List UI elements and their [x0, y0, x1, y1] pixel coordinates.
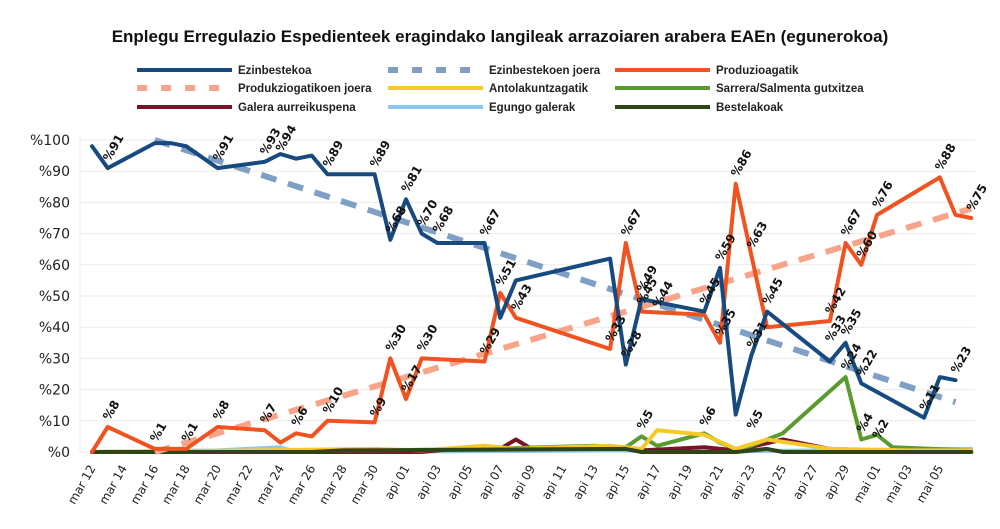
data-label-ezinbestekoa: %89 [320, 138, 346, 170]
x-tick-label: api 05 [445, 463, 476, 502]
legend-item-galera-aurreikuspena: Galera aurreikuspena [137, 102, 356, 114]
legend-item-produzioagatik: Produzioagatik [615, 65, 799, 77]
y-tick-label: %50 [39, 289, 70, 305]
legend-item-produkziogatikoen-joera: Produkziogatikoen joera [137, 83, 372, 95]
x-tick-label: api 17 [633, 463, 664, 502]
x-tick-label: api 13 [570, 463, 601, 502]
legend-item-egungo-galerak: Egungo galerak [388, 102, 576, 114]
data-label-produzioagatik: %88 [932, 141, 958, 173]
legend-item-ezinbestekoa: Ezinbestekoa [137, 65, 312, 77]
legend-label: Produzioagatik [716, 65, 799, 77]
legend: Ezinbestekoa Ezinbestekoen joera Produzioa… [137, 65, 864, 114]
data-label-produzioagatik: %29 [477, 325, 503, 357]
legend-label: Sarrera/Salmenta gutxitzea [716, 83, 864, 95]
legend-item-sarrera-salmenta-gutxitzea: Sarrera/Salmenta gutxitzea [615, 83, 864, 95]
data-label-ezinbestekoa: %59 [712, 232, 738, 264]
y-tick-label: %70 [39, 227, 70, 243]
gridlines [79, 135, 975, 453]
x-tick-label: api 27 [790, 463, 821, 502]
x-tick-label: api 01 [382, 463, 413, 502]
data-label-produzioagatik: %8 [210, 398, 232, 423]
data-label-produzioagatik: %75 [964, 182, 990, 214]
legend-label: Ezinbestekoen joera [489, 65, 601, 77]
legend-label: Bestelakoak [716, 102, 784, 114]
legend-label: Antolakuntzagatik [489, 83, 589, 95]
legend-label: Egungo galerak [489, 102, 576, 114]
data-label-ezinbestekoa: %89 [367, 138, 393, 170]
data-label-ezinbestekoa: %91 [210, 132, 236, 164]
y-tick-label: %20 [39, 383, 70, 399]
legend-label: Galera aurreikuspena [238, 102, 356, 114]
y-tick-label: %10 [39, 414, 70, 430]
x-tick-label: mar 16 [128, 463, 162, 507]
data-label-sarrera-salmenta-gutxitzea: %6 [697, 404, 719, 429]
data-label-ezinbestekoa: %81 [398, 163, 424, 195]
x-tick-label: mar 26 [285, 463, 319, 507]
x-tick-label: api 21 [696, 463, 727, 502]
data-label-produzioagatik: %8 [100, 398, 122, 423]
series-line-bestelakoak [90, 446, 974, 454]
series-line-produzioagatik [90, 175, 974, 454]
data-label-produzioagatik: %9 [367, 395, 389, 420]
x-tick-label: api 09 [507, 463, 538, 502]
x-tick-label: mar 20 [191, 463, 225, 507]
x-tick-label: mai 05 [914, 463, 947, 506]
x-tick-label: api 15 [602, 463, 633, 502]
series-line-ezinbestekoa [90, 141, 958, 420]
x-tick-label: api 25 [759, 463, 790, 502]
x-tick-label: mai 01 [851, 463, 884, 506]
legend-label: Ezinbestekoa [238, 65, 312, 77]
y-tick-label: %60 [39, 258, 70, 274]
y-tick-label: %100 [30, 133, 70, 149]
series-group [90, 137, 974, 455]
x-tick-label: mai 03 [882, 463, 915, 506]
x-tick-label: api 23 [727, 463, 758, 502]
y-tick-label: %90 [39, 164, 70, 180]
y-axis: %0 %10 %20 %30 %40 %50 %60 %70 %80 %90 %100 [30, 133, 70, 461]
chart-title: Enplegu Erregulazio Espedienteek eragind… [112, 27, 889, 46]
x-tick-label: mar 24 [253, 463, 287, 507]
series-line-produkziogatikoen-joera [153, 205, 973, 455]
y-tick-label: %40 [39, 320, 70, 336]
x-tick-label: mar 14 [96, 463, 130, 507]
data-label-produzioagatik: %86 [728, 147, 754, 179]
x-tick-label: mar 22 [222, 463, 256, 507]
data-label-sarrera-salmenta-gutxitzea: %5 [744, 407, 766, 432]
data-label-sarrera-salmenta-gutxitzea: %5 [634, 407, 656, 432]
y-tick-label: %80 [39, 195, 70, 211]
y-tick-label: %30 [39, 351, 70, 367]
data-label-produzioagatik: %7 [257, 401, 279, 426]
data-label-produzioagatik: %6 [289, 404, 311, 429]
x-tick-label: mar 30 [348, 463, 382, 507]
legend-label: Produkziogatikoen joera [238, 83, 372, 95]
x-tick-label: api 11 [539, 463, 570, 502]
x-tick-label: mar 12 [65, 463, 99, 507]
legend-item-bestelakoak: Bestelakoak [615, 102, 784, 114]
x-tick-label: mar 18 [159, 463, 193, 507]
y-tick-label: %0 [48, 445, 70, 461]
data-label-produzioagatik: %1 [147, 420, 169, 445]
x-tick-label: api 19 [664, 463, 695, 502]
data-label-ezinbestekoa: %45 [760, 275, 786, 307]
data-label-ezinbestekoa: %23 [948, 344, 974, 376]
legend-item-ezinbestekoen-joera: Ezinbestekoen joera [388, 65, 601, 77]
legend-item-antolakuntzagatik: Antolakuntzagatik [388, 83, 589, 95]
x-tick-label: api 07 [476, 463, 507, 502]
x-tick-label: api 03 [413, 463, 444, 502]
x-tick-label: mar 28 [316, 463, 350, 507]
data-label-produzioagatik: %42 [822, 285, 848, 317]
x-tick-label: api 29 [821, 463, 852, 502]
data-labels: %91 %91 %93%94 %89 %89%68%81%70%68 %67%51%43%… [100, 122, 990, 444]
